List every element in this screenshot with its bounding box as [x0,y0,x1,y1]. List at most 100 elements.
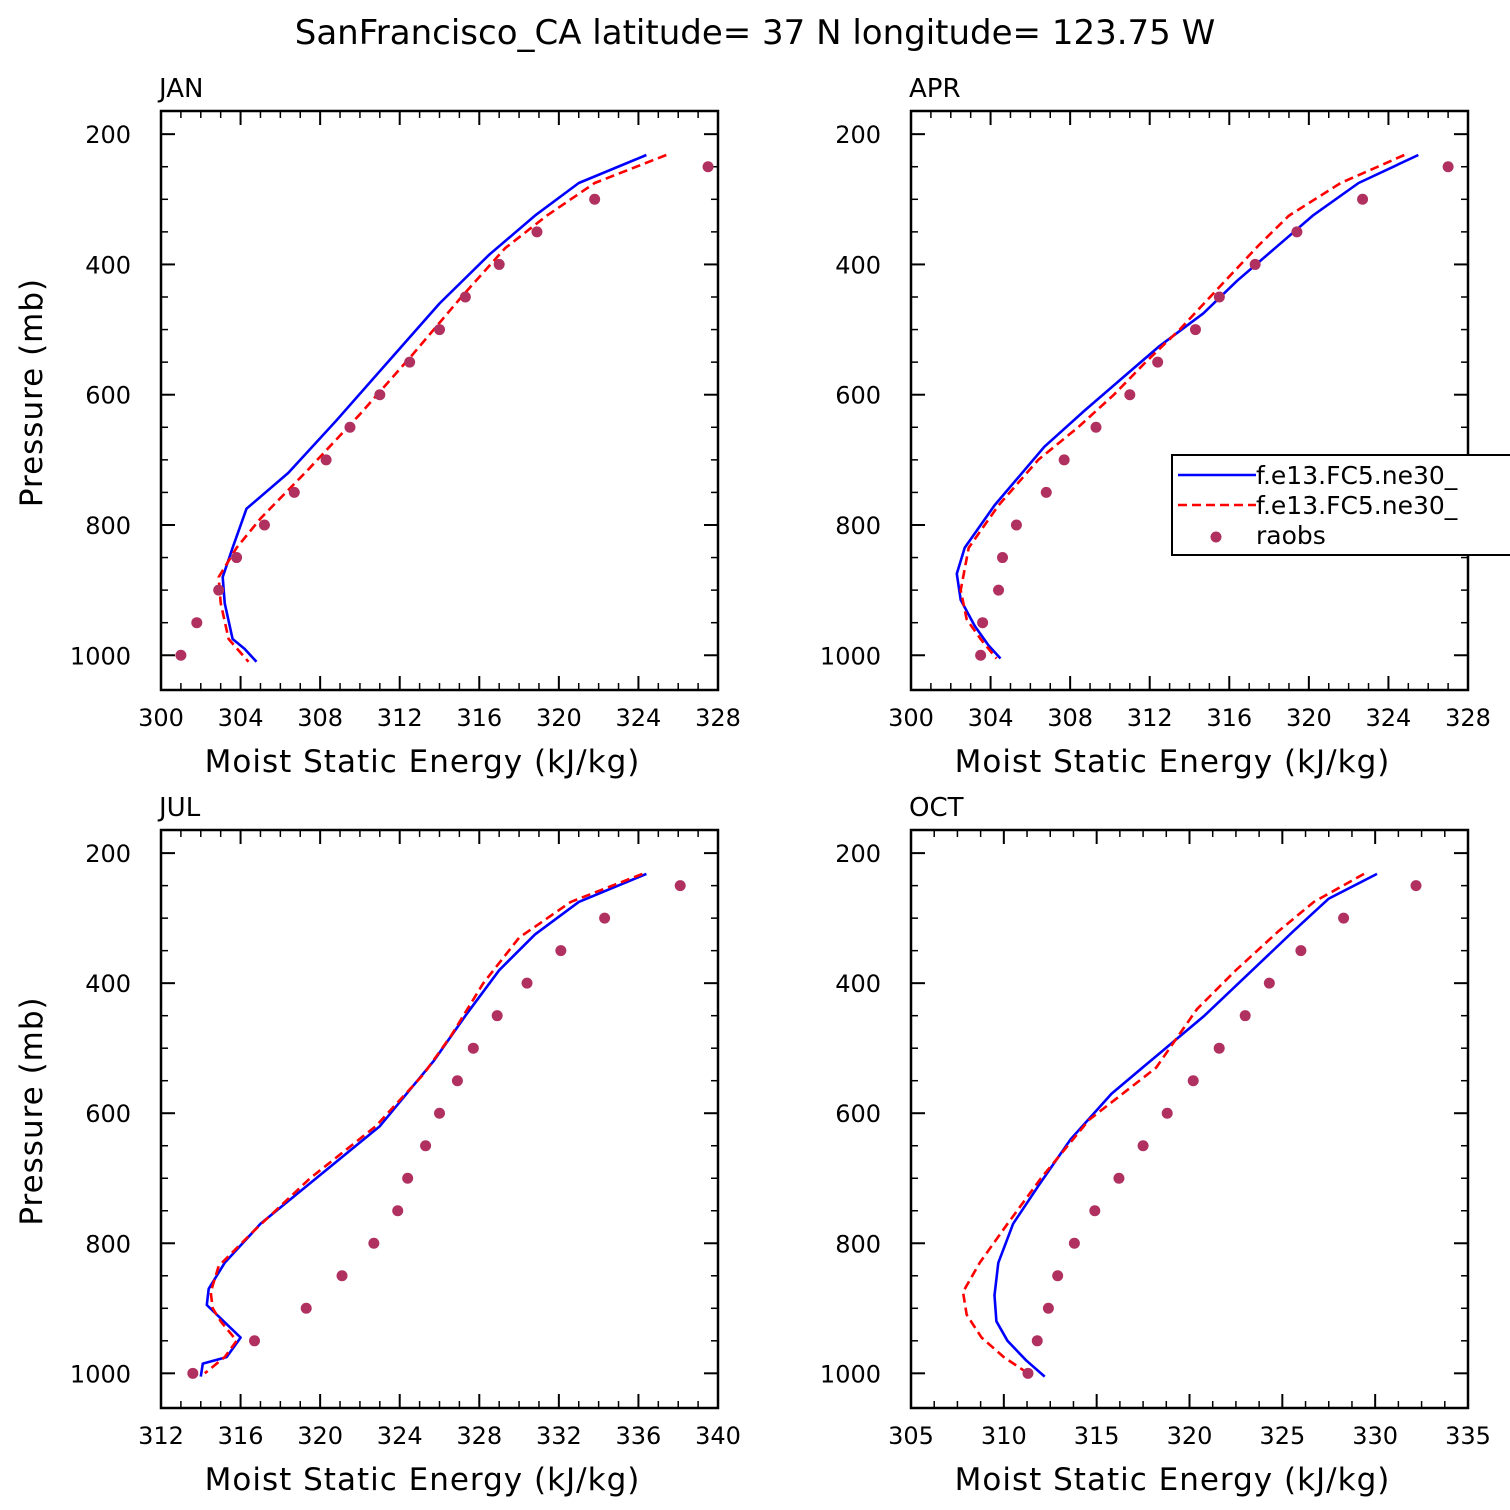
model-line-dashed [959,153,1405,660]
panel-title: JAN [157,74,203,104]
x-tick-label: 316 [456,704,502,732]
raobs-point [521,977,533,989]
x-tick-label: 312 [138,1422,184,1450]
raobs-point [344,421,356,433]
raobs-point [1295,945,1307,957]
y-axis-label: Pressure (mb) [14,278,50,507]
raobs-point [997,552,1009,564]
x-tick-label: 328 [1445,704,1491,732]
x-tick-label: 304 [968,704,1014,732]
model-line-dashed [217,153,667,663]
raobs-point [993,584,1005,596]
raobs-points [975,161,1454,661]
x-tick-label: 335 [1445,1422,1491,1450]
raobs-point [1291,226,1303,238]
raobs-point [1010,519,1022,531]
y-tick-label: 800 [85,1230,131,1258]
raobs-point [1089,1205,1101,1217]
x-tick-label: 324 [616,704,662,732]
panel-title: JUL [157,793,201,823]
plot-frame [159,109,720,692]
x-tick-label: 310 [981,1422,1027,1450]
plot-frame [909,109,1470,692]
x-tick-label: 308 [297,704,343,732]
x-tick-label: 312 [377,704,423,732]
y-tick-label: 800 [85,512,131,540]
y-tick-label: 600 [85,1100,131,1128]
legend-label: f.e13.FC5.ne30_ [1256,491,1458,520]
x-tick-label: 320 [297,1422,343,1450]
x-tick-label: 324 [377,1422,423,1450]
raobs-point [459,291,471,303]
raobs-point [555,945,567,957]
x-axis-label: Moist Static Energy (kJ/kg) [955,1462,1391,1498]
raobs-point [300,1302,312,1314]
raobs-point [1022,1367,1034,1379]
panel-title: OCT [909,793,964,823]
raobs-point [451,1075,463,1087]
raobs-points [175,161,714,661]
model-line-solid [199,872,647,1377]
raobs-points [1022,880,1422,1379]
x-tick-label: 300 [138,704,184,732]
y-tick-label: 200 [85,840,131,868]
x-tick-label: 316 [1206,704,1252,732]
y-tick-label: 1000 [70,1360,131,1388]
x-tick-label: 324 [1366,704,1412,732]
raobs-point [1239,1010,1251,1022]
raobs-point [1357,193,1369,205]
panel-apr: APR 300 304 308 312 316 320 324 328 200 400 600 800 1… [820,74,1491,780]
plot-frame [909,828,1470,1410]
raobs-point [1410,880,1422,892]
x-tick-label: 300 [888,704,934,732]
legend-label: f.e13.FC5.ne30_ [1256,461,1458,490]
x-axis-label: Moist Static Energy (kJ/kg) [955,744,1391,780]
raobs-point [187,1367,199,1379]
x-tick-label: 328 [695,704,741,732]
raobs-point [1161,1107,1173,1119]
x-tick-label: 340 [695,1422,741,1450]
raobs-point [320,454,332,466]
raobs-point [1124,389,1136,401]
model-line-dashed [203,872,643,1375]
x-tick-label: 320 [1286,704,1332,732]
raobs-point [1052,1270,1064,1282]
x-tick-label: 330 [1352,1422,1398,1450]
raobs-point [288,486,300,498]
raobs-point [213,584,225,596]
x-tick-label: 325 [1259,1422,1305,1450]
raobs-point [1213,1042,1225,1054]
raobs-point [1189,324,1201,336]
raobs-point [248,1335,260,1347]
legend-label: raobs [1256,521,1326,550]
model-line-solid [993,872,1378,1378]
x-axis-label: Moist Static Energy (kJ/kg) [205,1462,641,1498]
y-tick-label: 1000 [820,642,881,670]
x-tick-label: 316 [218,1422,264,1450]
raobs-point [392,1205,404,1217]
raobs-point [1152,356,1164,368]
y-tick-label: 800 [835,512,881,540]
x-tick-label: 308 [1047,704,1093,732]
x-tick-label: 315 [1074,1422,1120,1450]
panel-title: APR [909,74,961,104]
x-tick-label: 320 [536,704,582,732]
raobs-point [374,389,386,401]
raobs-point [1442,161,1454,173]
raobs-point [1113,1172,1125,1184]
raobs-point [1031,1335,1043,1347]
raobs-point [368,1237,380,1249]
y-tick-label: 1000 [820,1360,881,1388]
model-line-solid [221,153,647,663]
raobs-point [1338,912,1350,924]
raobs-point [258,519,270,531]
raobs-point [1058,454,1070,466]
y-tick-label: 400 [85,970,131,998]
panel-oct: OCT 305 310 315 320 325 330 335 200 400 600 800 1000… [820,793,1491,1498]
raobs-point [1068,1237,1080,1249]
y-tick-label: 400 [835,251,881,279]
model-line-dashed [961,872,1365,1375]
y-axis-label: Pressure (mb) [14,996,50,1225]
y-tick-label: 600 [835,382,881,410]
raobs-point [1187,1075,1199,1087]
